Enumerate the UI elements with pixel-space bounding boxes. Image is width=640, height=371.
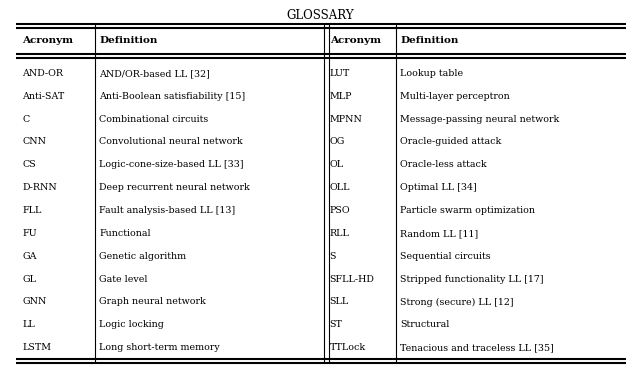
Text: Anti-Boolean satisfiability [15]: Anti-Boolean satisfiability [15]	[99, 92, 246, 101]
Text: Oracle-less attack: Oracle-less attack	[400, 160, 486, 169]
Text: Deep recurrent neural network: Deep recurrent neural network	[99, 183, 250, 192]
Text: OLL: OLL	[330, 183, 350, 192]
Text: FLL: FLL	[22, 206, 42, 215]
Text: Stripped functionality LL [17]: Stripped functionality LL [17]	[400, 275, 543, 283]
Text: Definition: Definition	[400, 36, 458, 45]
Text: Functional: Functional	[99, 229, 151, 238]
Text: Sequential circuits: Sequential circuits	[400, 252, 491, 261]
Text: Convolutional neural network: Convolutional neural network	[99, 138, 243, 147]
Text: AND-OR: AND-OR	[22, 69, 63, 78]
Text: Anti-SAT: Anti-SAT	[22, 92, 65, 101]
Text: AND/OR-based LL [32]: AND/OR-based LL [32]	[99, 69, 210, 78]
Text: Graph neural network: Graph neural network	[99, 298, 206, 306]
Text: Acronym: Acronym	[330, 36, 381, 45]
Text: LUT: LUT	[330, 69, 350, 78]
Text: Optimal LL [34]: Optimal LL [34]	[400, 183, 477, 192]
Text: Genetic algorithm: Genetic algorithm	[99, 252, 186, 261]
Text: Logic-cone-size-based LL [33]: Logic-cone-size-based LL [33]	[99, 160, 244, 169]
Text: Oracle-guided attack: Oracle-guided attack	[400, 138, 501, 147]
Text: RLL: RLL	[330, 229, 349, 238]
Text: OL: OL	[330, 160, 344, 169]
Text: Logic locking: Logic locking	[99, 320, 164, 329]
Text: Multi-layer perceptron: Multi-layer perceptron	[400, 92, 509, 101]
Text: SLL: SLL	[330, 298, 349, 306]
Text: TTLock: TTLock	[330, 343, 365, 352]
Text: GLOSSARY: GLOSSARY	[286, 9, 354, 22]
Text: Tenacious and traceless LL [35]: Tenacious and traceless LL [35]	[400, 343, 554, 352]
Text: Structural: Structural	[400, 320, 449, 329]
Text: GNN: GNN	[22, 298, 47, 306]
Text: CNN: CNN	[22, 138, 47, 147]
Text: Combinational circuits: Combinational circuits	[99, 115, 209, 124]
Text: OG: OG	[330, 138, 345, 147]
Text: S: S	[330, 252, 336, 261]
Text: LL: LL	[22, 320, 35, 329]
Text: MLP: MLP	[330, 92, 352, 101]
Text: GL: GL	[22, 275, 36, 283]
Text: Acronym: Acronym	[22, 36, 74, 45]
Text: Fault analysis-based LL [13]: Fault analysis-based LL [13]	[99, 206, 236, 215]
Text: FU: FU	[22, 229, 37, 238]
Text: D-RNN: D-RNN	[22, 183, 57, 192]
Text: CS: CS	[22, 160, 36, 169]
Text: SFLL-HD: SFLL-HD	[330, 275, 374, 283]
Text: Gate level: Gate level	[99, 275, 148, 283]
Text: LSTM: LSTM	[22, 343, 51, 352]
Text: ST: ST	[330, 320, 342, 329]
Text: Long short-term memory: Long short-term memory	[99, 343, 220, 352]
Text: Random LL [11]: Random LL [11]	[400, 229, 478, 238]
Text: C: C	[22, 115, 29, 124]
Text: Strong (secure) LL [12]: Strong (secure) LL [12]	[400, 298, 514, 306]
Text: Particle swarm optimization: Particle swarm optimization	[400, 206, 535, 215]
Text: GA: GA	[22, 252, 37, 261]
Text: MPNN: MPNN	[330, 115, 362, 124]
Text: Definition: Definition	[99, 36, 157, 45]
Text: Lookup table: Lookup table	[400, 69, 463, 78]
Text: Message-passing neural network: Message-passing neural network	[400, 115, 559, 124]
Text: PSO: PSO	[330, 206, 350, 215]
